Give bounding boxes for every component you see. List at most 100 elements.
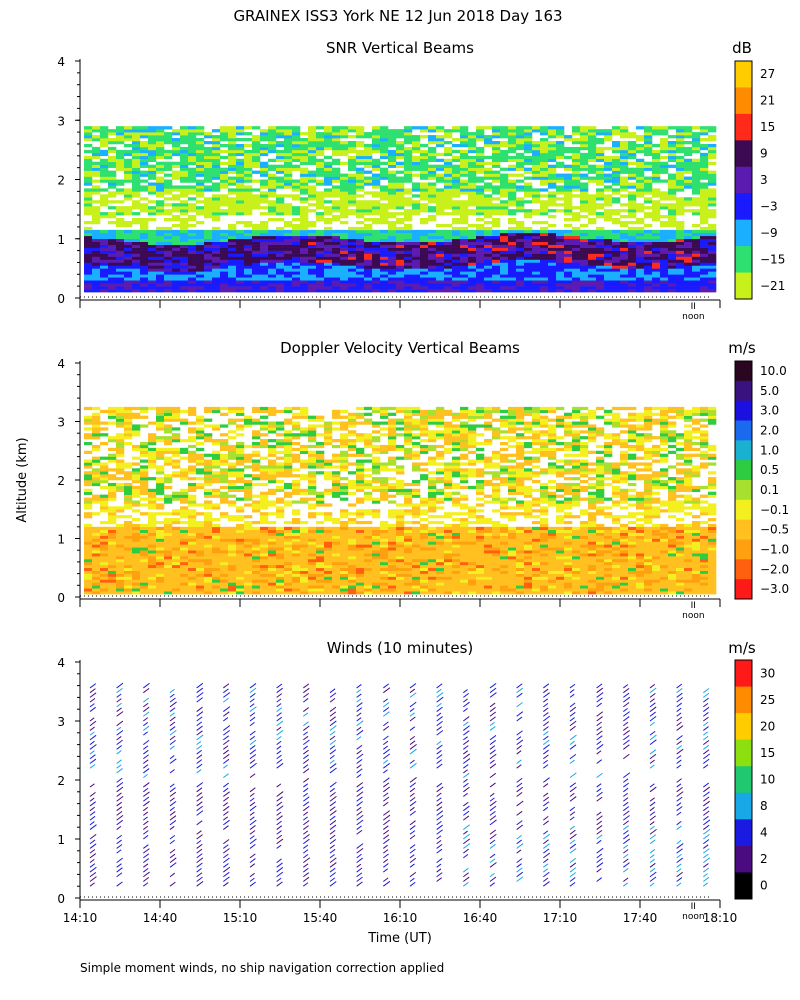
- snr-cell: [220, 143, 229, 148]
- snr-cell: [572, 161, 581, 165]
- snr-cell: [180, 129, 189, 133]
- doppler-cell: [84, 477, 93, 481]
- snr-cell: [492, 155, 501, 160]
- doppler-cell: [260, 415, 269, 419]
- doppler-cell: [268, 462, 277, 466]
- snr-cell: [484, 271, 493, 275]
- snr-cell: [276, 238, 285, 243]
- doppler-cell: [148, 512, 157, 516]
- doppler-cell: [204, 515, 213, 519]
- snr-cell: [284, 167, 293, 171]
- doppler-cell: [132, 430, 141, 434]
- doppler-cell: [220, 433, 229, 437]
- snr-cell: [164, 277, 173, 281]
- snr-cell: [84, 256, 93, 260]
- snr-cell: [460, 135, 469, 139]
- snr-cell: [292, 286, 301, 290]
- snr-cell: [204, 259, 213, 263]
- snr-cell: [364, 132, 373, 136]
- doppler-cell: [180, 567, 189, 571]
- snr-cell: [220, 194, 229, 198]
- snr-cell: [372, 129, 381, 133]
- snr-cell: [92, 238, 101, 243]
- doppler-cell: [84, 570, 93, 574]
- snr-cell: [324, 164, 333, 168]
- snr-cell: [156, 149, 165, 154]
- snr-cell: [140, 173, 149, 177]
- snr-cell: [580, 203, 589, 207]
- doppler-cell: [164, 576, 173, 580]
- doppler-cell: [180, 535, 189, 539]
- snr-cell: [676, 188, 685, 192]
- doppler-cell: [124, 474, 133, 478]
- doppler-cell: [252, 506, 261, 510]
- snr-cell: [668, 155, 677, 160]
- doppler-cell: [228, 488, 237, 492]
- snr-cell: [236, 250, 245, 254]
- snr-cell: [84, 268, 93, 272]
- doppler-cell: [124, 482, 133, 487]
- snr-cell: [300, 161, 309, 165]
- snr-cell: [444, 265, 453, 269]
- doppler-cell: [148, 556, 157, 560]
- snr-cell: [220, 197, 229, 201]
- snr-cell: [180, 164, 189, 168]
- snr-cell: [420, 173, 429, 177]
- snr-cell: [236, 283, 245, 287]
- doppler-cell: [244, 520, 253, 525]
- doppler-cell: [260, 547, 269, 551]
- snr-cell: [188, 173, 197, 177]
- doppler-cell: [148, 582, 157, 586]
- snr-cell: [140, 132, 149, 136]
- doppler-cell: [204, 547, 213, 551]
- snr-cell: [532, 283, 541, 287]
- doppler-cell: [100, 558, 109, 563]
- snr-cell: [324, 200, 333, 204]
- snr-cell: [108, 250, 117, 254]
- snr-cell: [196, 194, 205, 198]
- snr-cell: [604, 200, 613, 204]
- doppler-cell: [244, 494, 253, 498]
- snr-cell: [652, 215, 661, 219]
- snr-cell: [100, 158, 109, 163]
- doppler-cell: [260, 570, 269, 574]
- doppler-cell: [188, 500, 197, 504]
- snr-cell: [252, 164, 261, 168]
- snr-cell: [172, 209, 181, 213]
- doppler-cell: [220, 497, 229, 501]
- doppler-cell: [84, 526, 93, 531]
- snr-cell: [692, 146, 701, 151]
- snr-cell: [508, 155, 517, 160]
- snr-cell: [548, 283, 557, 287]
- doppler-cell: [116, 433, 125, 437]
- snr-cell: [252, 268, 261, 272]
- snr-cell: [156, 277, 165, 281]
- snr-cell: [276, 283, 285, 287]
- snr-cell: [460, 259, 469, 263]
- snr-cell: [332, 152, 341, 157]
- snr-cell: [572, 170, 581, 174]
- snr-cell: [276, 277, 285, 281]
- snr-cell: [332, 274, 341, 278]
- snr-cell: [180, 274, 189, 278]
- snr-cell: [180, 265, 189, 269]
- doppler-cell: [108, 567, 117, 571]
- snr-cell: [292, 247, 301, 251]
- doppler-cell: [132, 529, 141, 533]
- snr-cell: [700, 271, 709, 275]
- snr-cell: [500, 268, 509, 272]
- snr-cell: [164, 256, 173, 260]
- snr-cell: [220, 247, 229, 251]
- doppler-cell: [204, 518, 213, 522]
- doppler-cell: [140, 447, 149, 452]
- doppler-cell: [108, 477, 117, 481]
- snr-cell: [508, 167, 517, 171]
- doppler-cell: [204, 512, 213, 516]
- snr-cell: [572, 268, 581, 272]
- snr-cell: [332, 280, 341, 284]
- snr-cell: [484, 250, 493, 254]
- doppler-cell: [108, 541, 117, 545]
- snr-units-label: dB: [732, 39, 752, 57]
- snr-cell: [620, 268, 629, 272]
- snr-cell: [692, 167, 701, 171]
